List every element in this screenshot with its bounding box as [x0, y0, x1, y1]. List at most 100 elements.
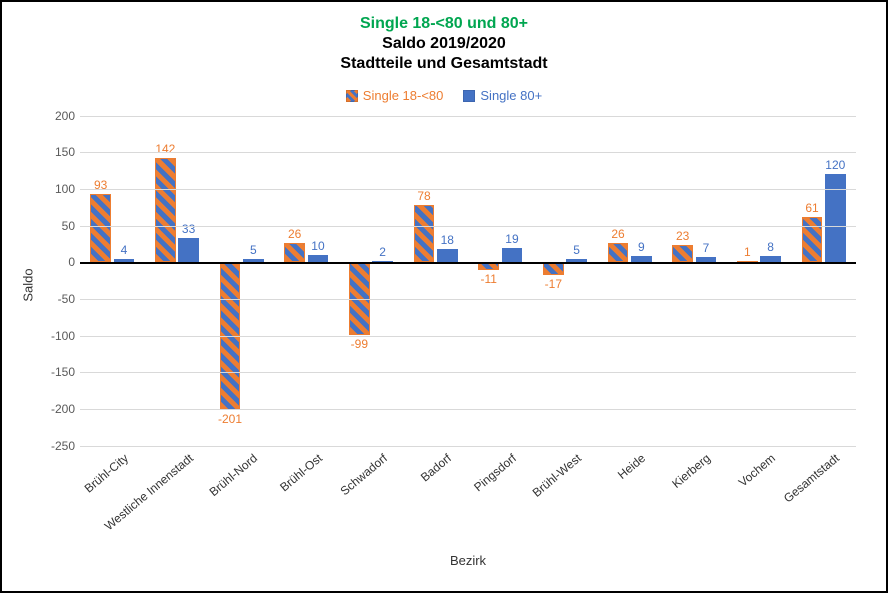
bar: 18	[437, 116, 458, 445]
legend-label: Single 80+	[480, 88, 542, 103]
bar: 7	[696, 116, 717, 445]
bar: 1	[737, 116, 758, 445]
bar-group: -17 5	[533, 116, 598, 445]
bar: 26	[284, 116, 305, 445]
grid-line	[80, 226, 856, 227]
data-label: 8	[767, 240, 774, 254]
bar: 23	[672, 116, 693, 445]
data-label: 18	[441, 233, 454, 247]
y-tick-label: -100	[30, 329, 75, 343]
y-tick-label: -200	[30, 402, 75, 416]
data-label: 61	[805, 201, 818, 215]
bar: 5	[243, 116, 264, 445]
x-tick-label: Badorf	[418, 451, 454, 484]
bar-fill	[502, 248, 523, 262]
bar: 10	[308, 116, 329, 445]
data-label: -201	[218, 412, 242, 426]
bar-group: 26 10	[274, 116, 339, 445]
bar-fill	[802, 217, 823, 262]
legend: Single 18-<80 Single 80+	[22, 88, 866, 107]
bar: -17	[543, 116, 564, 445]
bar: 2	[372, 116, 393, 445]
bar: 142	[155, 116, 176, 445]
x-tick-label: Gesamtstadt	[781, 451, 842, 505]
zero-line	[80, 262, 856, 264]
chart-frame: Single 18-<80 und 80+ Saldo 2019/2020 St…	[0, 0, 888, 593]
data-label: 120	[825, 158, 845, 172]
chart-titles: Single 18-<80 und 80+ Saldo 2019/2020 St…	[22, 14, 866, 74]
title-line-3: Stadtteile und Gesamtstadt	[22, 54, 866, 74]
data-label: 26	[611, 227, 624, 241]
data-label: 5	[250, 243, 257, 257]
legend-item: Single 80+	[463, 88, 542, 103]
bar-fill	[672, 245, 693, 262]
data-label: 9	[638, 240, 645, 254]
bar-fill	[308, 255, 329, 262]
y-tick-label: -150	[30, 365, 75, 379]
bar-group: -99 2	[339, 116, 404, 445]
bar: 8	[760, 116, 781, 445]
bar-group: 61 120	[791, 116, 856, 445]
y-tick-label: 200	[30, 109, 75, 123]
bar-fill	[437, 249, 458, 262]
x-axis-labels: Bezirk Brühl-CityWestliche InnenstadtBrü…	[80, 445, 856, 570]
bar: -11	[478, 116, 499, 445]
x-tick-label: Heide	[615, 451, 648, 482]
grid-line	[80, 336, 856, 337]
data-label: 2	[379, 245, 386, 259]
data-label: 78	[417, 189, 430, 203]
y-tick-label: 0	[30, 255, 75, 269]
grid-line	[80, 189, 856, 190]
data-label: 23	[676, 229, 689, 243]
data-label: 26	[288, 227, 301, 241]
data-label: 10	[311, 239, 324, 253]
x-axis-title: Bezirk	[450, 553, 486, 568]
bar: 4	[114, 116, 135, 445]
x-tick-label: Brühl-Ost	[277, 451, 325, 494]
plot-area: 93414233-20152610-9927818-1119-175269237…	[80, 115, 856, 445]
data-label: 93	[94, 178, 107, 192]
bar-group: 26 9	[597, 116, 662, 445]
data-label: 4	[121, 243, 128, 257]
bar-fill	[155, 158, 176, 262]
data-label: 142	[155, 142, 175, 156]
bar-fill	[90, 194, 111, 262]
data-label: -11	[480, 272, 496, 286]
grid-line	[80, 409, 856, 410]
x-tick-label: Brühl-West	[529, 451, 583, 500]
bar: 120	[825, 116, 846, 445]
bar-fill	[608, 243, 629, 262]
legend-item: Single 18-<80	[346, 88, 444, 103]
bar: 19	[502, 116, 523, 445]
bar: 33	[178, 116, 199, 445]
bar: 61	[802, 116, 823, 445]
bar: 26	[608, 116, 629, 445]
grid-line	[80, 116, 856, 117]
bar-fill	[825, 174, 846, 262]
x-tick-label: Vochem	[735, 451, 777, 490]
x-tick-label: Brühl-Nord	[207, 451, 260, 499]
legend-label: Single 18-<80	[363, 88, 444, 103]
data-label: 5	[573, 243, 580, 257]
grid-line	[80, 372, 856, 373]
data-label: 1	[744, 245, 751, 259]
y-tick-label: 150	[30, 145, 75, 159]
plot-wrap: Saldo 93414233-20152610-9927818-1119-175…	[22, 115, 866, 570]
title-line-1: Single 18-<80 und 80+	[22, 14, 866, 34]
data-label: 7	[703, 241, 710, 255]
bar-group: -11 19	[468, 116, 533, 445]
data-label: -99	[351, 337, 368, 351]
bar-fill	[414, 205, 435, 262]
bar: 5	[566, 116, 587, 445]
bar: -201	[220, 116, 241, 445]
legend-swatch	[463, 90, 475, 102]
bar-group: 78 18	[403, 116, 468, 445]
data-label: -17	[545, 277, 562, 291]
x-tick-label: Brühl-City	[82, 451, 131, 496]
x-tick-label: Schwadorf	[337, 451, 389, 498]
y-tick-label: 50	[30, 219, 75, 233]
x-tick-label: Pingsdorf	[471, 451, 519, 494]
bar: 9	[631, 116, 652, 445]
bar-group: 18	[727, 116, 792, 445]
y-tick-label: -50	[30, 292, 75, 306]
